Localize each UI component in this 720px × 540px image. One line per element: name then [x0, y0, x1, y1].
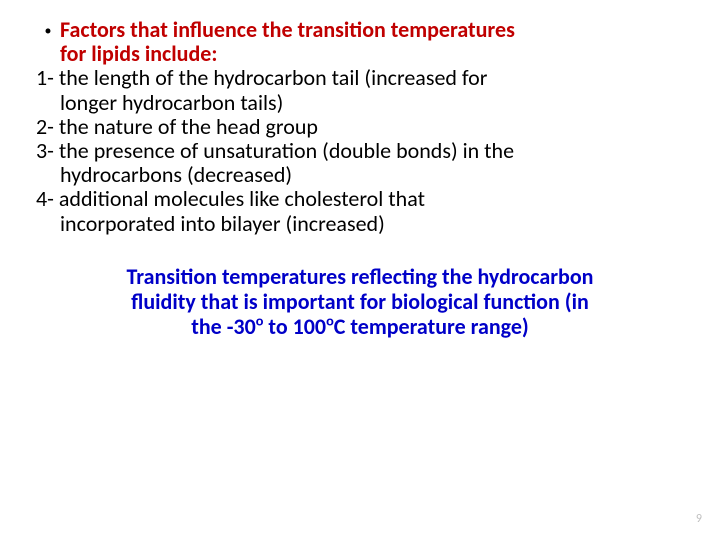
list-item: 4- additional molecules like cholesterol…	[36, 187, 684, 211]
item-lead: 4-	[36, 185, 54, 212]
callout-line2: fluidity that is important for biologica…	[131, 288, 589, 315]
callout-line3-pre: the -30	[191, 313, 256, 340]
item-line1: additional molecules like cholesterol th…	[59, 185, 425, 212]
item-lead: 2-	[36, 113, 54, 140]
heading-line2: for lipids include:	[60, 40, 217, 67]
list-item: 1- the length of the hydrocarbon tail (i…	[36, 66, 684, 90]
heading-text: Factors that influence the transition te…	[60, 18, 515, 66]
callout-line3-post: C temperature range)	[334, 313, 529, 340]
callout-line1: Transition temperatures reflecting the h…	[127, 263, 594, 290]
callout-text: Transition temperatures reflecting the h…	[36, 264, 684, 340]
list-item-cont: longer hydrocarbon tails)	[36, 91, 684, 115]
heading-row: • Factors that influence the transition …	[36, 18, 684, 66]
item-line2: hydrocarbons (decreased)	[60, 161, 292, 188]
item-lead: 3-	[36, 137, 54, 164]
item-line2: incorporated into bilayer (increased)	[60, 210, 385, 237]
list-item-cont: hydrocarbons (decreased)	[36, 163, 684, 187]
content-block: • Factors that influence the transition …	[36, 18, 684, 340]
list-item-cont: incorporated into bilayer (increased)	[36, 212, 684, 236]
item-line1: the presence of unsaturation (double bon…	[59, 137, 514, 164]
callout-line3-mid: to 100	[263, 313, 326, 340]
page-number: 9	[696, 512, 702, 526]
list-item: 2- the nature of the head group	[36, 115, 684, 139]
item-line1: the length of the hydrocarbon tail (incr…	[59, 64, 488, 91]
list-item: 3- the presence of unsaturation (double …	[36, 139, 684, 163]
item-line2: longer hydrocarbon tails)	[60, 89, 283, 116]
item-line1: the nature of the head group	[59, 113, 318, 140]
heading-line1: Factors that influence the transition te…	[60, 16, 515, 43]
callout-sup2: o	[326, 312, 334, 330]
slide: • Factors that influence the transition …	[0, 0, 720, 540]
bullet-icon: •	[36, 18, 60, 44]
item-lead: 1-	[36, 64, 54, 91]
